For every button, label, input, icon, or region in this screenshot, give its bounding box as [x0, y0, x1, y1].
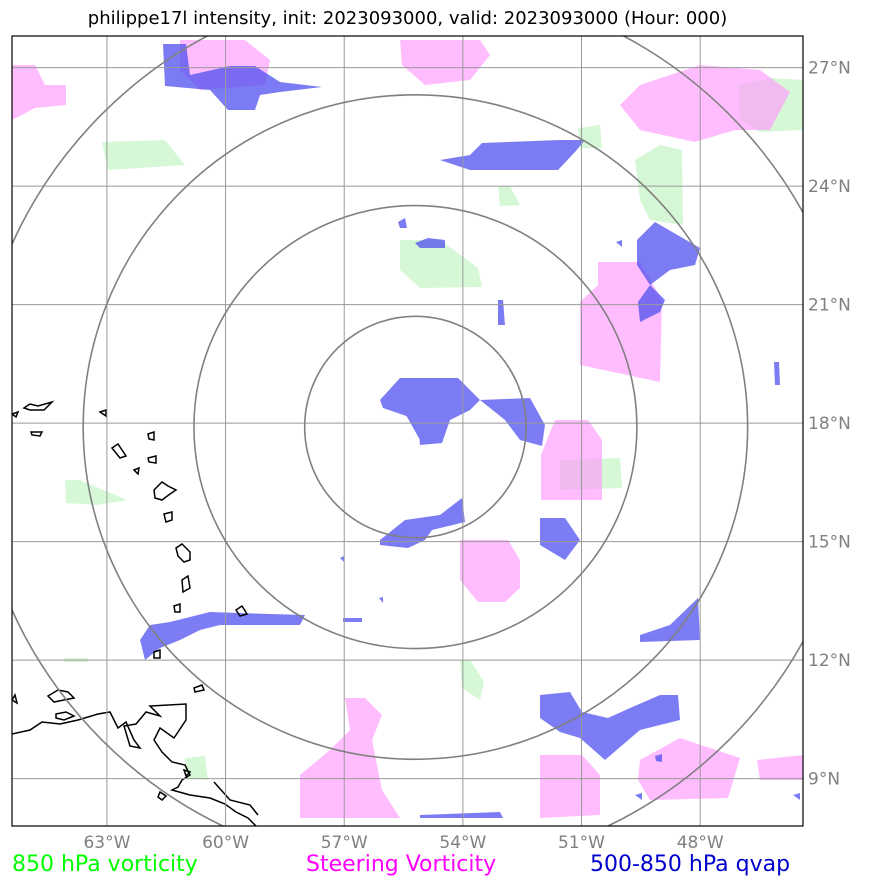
- longitude-tick-label: 48°W: [677, 833, 724, 853]
- qvap-area: [640, 598, 700, 642]
- graticule: [12, 36, 803, 826]
- legend-qvap: 500-850 hPa qvap: [590, 852, 791, 877]
- longitude-tick-label: 54°W: [439, 833, 486, 853]
- vort850-area: [498, 186, 520, 206]
- qvap-area: [498, 300, 505, 325]
- latitude-tick-label: 21°N: [808, 296, 851, 316]
- latitude-tick-label: 9°N: [808, 770, 840, 790]
- coastline: [29, 431, 44, 437]
- steering-area: [12, 65, 66, 120]
- vort850-area: [460, 660, 484, 700]
- qvap-area: [774, 362, 780, 385]
- coastline: [110, 442, 128, 459]
- longitude-tick-label: 51°W: [558, 833, 605, 853]
- map-title: philippe17l intensity, init: 2023093000,…: [87, 8, 728, 29]
- coastline: [153, 648, 161, 659]
- qvap-area: [540, 692, 680, 760]
- coastline: [234, 604, 249, 617]
- coastline: [12, 703, 257, 826]
- latitude-tick-label: 12°N: [808, 651, 851, 671]
- coastline: [22, 400, 55, 411]
- coastline: [173, 602, 181, 613]
- steering-area: [400, 40, 490, 85]
- steering-area: [620, 65, 790, 142]
- qvap-area: [379, 597, 383, 603]
- steering-area: [540, 755, 600, 818]
- legend-850-vorticity: 850 hPa vorticity: [12, 852, 198, 877]
- latitude-tick-label: 24°N: [808, 177, 851, 197]
- steering-area: [300, 698, 400, 818]
- qvap-area: [637, 222, 700, 285]
- coastline: [181, 574, 191, 594]
- coastline: [98, 408, 107, 418]
- qvap-area: [420, 812, 503, 818]
- coastline: [213, 781, 259, 816]
- coastline: [182, 768, 192, 778]
- legend-steering-vorticity: Steering Vorticity: [306, 852, 497, 877]
- qvap-area: [398, 218, 407, 228]
- qvap-area: [380, 498, 465, 548]
- qvap-area: [616, 240, 622, 247]
- longitude-tick-label: 60°W: [202, 833, 249, 853]
- latitude-labels: 27°N 24°N 21°N 18°N 15°N 12°N 9°N: [808, 59, 851, 790]
- steering-area: [580, 262, 662, 382]
- qvap-layer: [140, 44, 800, 818]
- range-ring: [82, 94, 749, 761]
- qvap-area: [540, 518, 580, 560]
- vort850-area: [400, 240, 482, 288]
- steering-area: [460, 540, 520, 602]
- latitude-tick-label: 27°N: [808, 59, 851, 79]
- qvap-area: [140, 612, 305, 660]
- vort850-area: [102, 140, 185, 170]
- coastline: [147, 430, 155, 441]
- vort850-area: [578, 125, 602, 148]
- qvap-area: [440, 140, 585, 170]
- coastline: [157, 790, 168, 801]
- coastline: [153, 481, 178, 501]
- qvap-area: [200, 66, 262, 92]
- qvap-area: [415, 238, 445, 248]
- qvap-area: [480, 398, 545, 446]
- coastline-layer: [12, 400, 259, 826]
- coastline: [193, 684, 206, 693]
- longitude-tick-label: 57°W: [321, 833, 368, 853]
- vort850-area: [635, 145, 683, 225]
- coastline: [175, 543, 191, 563]
- range-rings: [12, 36, 803, 826]
- vort850-area: [185, 756, 208, 780]
- map-content: [12, 36, 803, 826]
- qvap-area: [638, 285, 665, 322]
- coastline: [55, 711, 76, 721]
- latitude-tick-label: 18°N: [808, 414, 851, 434]
- qvap-area: [655, 754, 662, 762]
- qvap-area: [402, 398, 440, 440]
- qvap-area: [343, 618, 362, 622]
- longitude-tick-label: 63°W: [83, 833, 130, 853]
- coastline: [132, 466, 140, 476]
- qvap-area: [340, 556, 344, 562]
- steering-area: [757, 755, 803, 780]
- coastline: [163, 511, 173, 523]
- steering-area: [541, 420, 602, 500]
- range-ring: [303, 315, 527, 539]
- qvap-area: [793, 793, 800, 800]
- latitude-tick-label: 15°N: [808, 533, 851, 553]
- coastline: [12, 410, 20, 419]
- map-frame: [11, 35, 804, 827]
- longitude-labels: 63°W 60°W 57°W 54°W 51°W 48°W: [83, 833, 723, 853]
- range-ring: [193, 204, 638, 650]
- coastline: [147, 455, 157, 464]
- vort850-area: [65, 480, 127, 505]
- coastline: [12, 693, 19, 705]
- qvap-area: [635, 793, 642, 800]
